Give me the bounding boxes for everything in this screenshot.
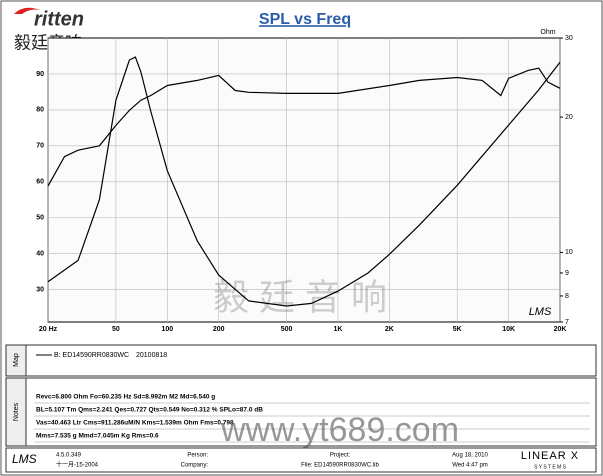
footer-company: Company: (181, 463, 209, 469)
series-line (47, 67, 561, 187)
footer-version: 4.5.0.349 (56, 453, 82, 459)
y2-tick-label: 30 (565, 35, 573, 42)
map-label: Map (13, 353, 20, 367)
y2-label: Ohm (540, 29, 555, 36)
y2-tick-label: 9 (565, 270, 569, 277)
y2-tick-label: 7 (565, 319, 569, 326)
url-watermark: www.yt689.com (220, 411, 459, 449)
plot-area (47, 37, 561, 323)
legend-note: 20100818 (136, 352, 167, 359)
watermark-cn: 毅 廷 音 响 (213, 277, 387, 318)
x-tick-label: 200 (213, 326, 225, 333)
y-tick-label: 70 (36, 143, 44, 150)
x-tick-label: 10K (502, 326, 515, 333)
map-side (5, 344, 27, 377)
chart-title: SPL vs Freq (259, 11, 351, 28)
notes-side (5, 377, 27, 447)
footer (5, 447, 597, 473)
footer-software: LMS (12, 452, 37, 466)
x-tick-label: 100 (161, 326, 173, 333)
footer-brand-sub: S Y S T E M S (534, 464, 567, 470)
y2-tick-label: 10 (565, 249, 573, 256)
logo: ritten (34, 8, 84, 30)
x-tick-label: 50 (112, 326, 120, 333)
series-line (47, 56, 561, 307)
y-tick-label: 50 (36, 215, 44, 222)
y-tick-label: 30 (36, 286, 44, 293)
y-tick-label: 60 (36, 179, 44, 186)
y2-tick-label: 8 (565, 293, 569, 300)
note-line: Revc=6.800 Ohm Fo=60.235 Hz Sd=8.992m M2… (36, 394, 215, 401)
notes-label: Notes (13, 402, 20, 421)
footer-person: Person: (187, 453, 208, 459)
x-tick-label: 20K (554, 326, 567, 333)
footer-time: Wed 4:47 pm (452, 463, 488, 469)
footer-build: 十一月-15-2004 (56, 461, 99, 469)
footer-project: Project: (330, 453, 351, 459)
x-tick-label: 2K (385, 326, 394, 333)
legend-label: B: ED14590RR0830WC (54, 352, 129, 359)
x-tick-label: 500 (281, 326, 293, 333)
notes-panel (5, 377, 597, 447)
logo-swoosh (14, 7, 40, 14)
footer-brand: LINEAR X (521, 450, 579, 462)
y-tick-label: 90 (36, 71, 44, 78)
x-tick-label: 20 Hz (39, 326, 58, 333)
y-tick-label: 80 (36, 107, 44, 114)
note-line: Mms=7.535 g Mmd=7.045m Kg Rms=0.6 (36, 433, 159, 440)
y-tick-label: 40 (36, 251, 44, 258)
y2-tick-label: 20 (565, 114, 573, 121)
footer-date: Aug 18, 2010 (452, 453, 488, 459)
note-line: BL=5.107 Tm Qms=2.241 Qes=0.727 Qts=0.54… (36, 407, 263, 414)
map-panel (5, 344, 597, 377)
footer-file: File: ED14590RR0830WC.lib (301, 463, 379, 469)
note-line: Vas=40.463 Ltr Cms=911.286uM/N Kms=1.539… (36, 420, 234, 427)
lms-mark: LMS (529, 306, 552, 318)
x-tick-label: 1K (333, 326, 342, 333)
x-tick-label: 5K (453, 326, 462, 333)
